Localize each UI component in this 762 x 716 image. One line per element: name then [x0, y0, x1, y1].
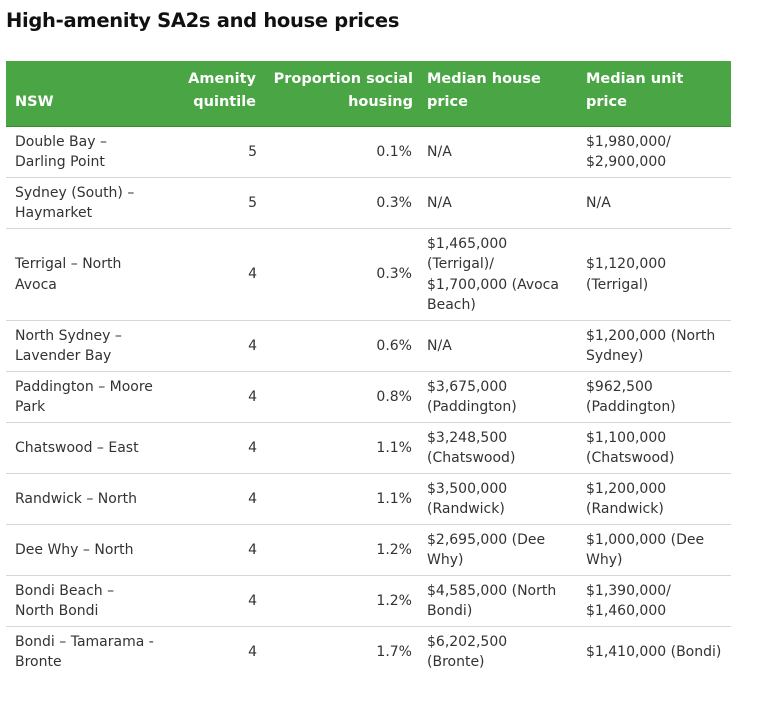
- cell-amenity-quintile: 4: [165, 575, 261, 627]
- cell-social-housing: 1.2%: [261, 575, 418, 627]
- cell-median-unit-price: $962,500 (Paddington): [577, 371, 731, 423]
- cell-median-house-price: N/A: [418, 177, 577, 229]
- cell-social-housing: 0.1%: [261, 126, 418, 178]
- cell-region: Paddington – Moore Park: [6, 371, 165, 423]
- table-container: NSW Amenity quintile Proportion social h…: [6, 61, 731, 677]
- cell-region: Bondi – Tamarama - Bronte: [15, 633, 154, 671]
- cell-median-unit-price: $1,000,000 (Dee Why): [577, 524, 731, 576]
- cell-median-house-price: $6,202,500 (Bronte): [427, 633, 508, 671]
- cell-social-housing: 1.1%: [261, 422, 418, 474]
- cell-median-unit-price: $1,980,000/ $2,900,000: [577, 126, 731, 178]
- cell-amenity-quintile: 4: [165, 371, 261, 423]
- table-row: Bondi Beach – North Bondi 4 1.2% $4,585,000…: [6, 575, 731, 627]
- cell-region: Double Bay – Darling Point: [6, 126, 165, 178]
- header-median-house-price: Median house price: [418, 61, 577, 127]
- header-amenity-quintile: Amenity quintile: [165, 61, 261, 127]
- table-row: Paddington – Moore Park 4 0.8% $3,675,000 (…: [6, 371, 731, 423]
- cell-amenity-quintile: 4: [165, 320, 261, 372]
- cell-amenity-quintile: 4: [165, 422, 261, 474]
- header-row: NSW Amenity quintile Proportion social h…: [6, 61, 731, 127]
- table-header: NSW Amenity quintile Proportion social h…: [6, 61, 731, 127]
- cell-social-housing: 0.8%: [261, 371, 418, 423]
- house-prices-table: NSW Amenity quintile Proportion social h…: [6, 61, 731, 677]
- cell-social-housing: 0.6%: [261, 320, 418, 372]
- cell-median-unit-price: $1,200,000 (North Sydney): [577, 320, 731, 372]
- cell-median-house-price: $3,500,000 (Randwick): [418, 473, 577, 525]
- cell-median-unit-price: $1,410,000 (Bondi): [586, 643, 722, 660]
- cell-amenity-quintile: 5: [165, 177, 261, 229]
- table-row: Bondi – Tamarama - Bronte 4 1.7% $6,202,500…: [6, 626, 731, 677]
- cell-median-house-price: N/A: [418, 320, 577, 372]
- cell-median-unit-price: N/A: [577, 177, 731, 229]
- cell-median-house-price: $2,695,000 (Dee Why): [418, 524, 577, 576]
- cell-amenity-quintile: 4: [165, 473, 261, 525]
- cell-median-unit-price: $1,390,000/ $1,460,000: [577, 575, 731, 627]
- cell-median-unit-price: $1,120,000 (Terrigal): [577, 228, 731, 321]
- cell-region: Bondi Beach – North Bondi: [6, 575, 165, 627]
- table-row: North Sydney – Lavender Bay 4 0.6% N/A $1,20…: [6, 320, 731, 372]
- cell-region: North Sydney – Lavender Bay: [6, 320, 165, 372]
- cell-amenity-quintile: 4: [165, 524, 261, 576]
- cell-median-house-price: $3,248,500 (Chatswood): [418, 422, 577, 474]
- cell-region: Chatswood – East: [6, 422, 165, 474]
- cell-median-unit-price: $1,100,000 (Chatswood): [577, 422, 731, 474]
- cell-median-unit-price: $1,200,000 (Randwick): [577, 473, 731, 525]
- page-title: High-amenity SA2s and house prices: [6, 9, 400, 32]
- header-social-housing: Proportion social housing: [261, 61, 418, 127]
- table-row: Chatswood – East 4 1.1% $3,248,500 (Chatswo…: [6, 422, 731, 474]
- table-row: Double Bay – Darling Point 5 0.1% N/A $1,980…: [6, 126, 731, 178]
- cell-amenity-quintile: 4: [248, 643, 257, 660]
- cell-amenity-quintile: 5: [165, 126, 261, 178]
- header-region: NSW: [6, 61, 165, 127]
- cell-region: Dee Why – North: [6, 524, 165, 576]
- table-row: Sydney (South) – Haymarket 5 0.3% N/A N/A: [6, 177, 731, 229]
- cell-social-housing: 0.3%: [261, 177, 418, 229]
- table-row: Terrigal – North Avoca 4 0.3% $1,465,000 (T…: [6, 228, 731, 321]
- cell-social-housing: 1.1%: [261, 473, 418, 525]
- cell-social-housing: 0.3%: [261, 228, 418, 321]
- cell-social-housing: 1.2%: [261, 524, 418, 576]
- cell-amenity-quintile: 4: [165, 228, 261, 321]
- table-row: Randwick – North 4 1.1% $3,500,000 (Randwic…: [6, 473, 731, 525]
- header-median-unit-price: Median unit price: [577, 61, 731, 127]
- cell-region: Sydney (South) – Haymarket: [6, 177, 165, 229]
- cell-median-house-price: N/A: [418, 126, 577, 178]
- cell-social-housing: 1.7%: [376, 643, 412, 660]
- cell-median-house-price: $4,585,000 (North Bondi): [418, 575, 577, 627]
- cell-median-house-price: $3,675,000 (Paddington): [418, 371, 577, 423]
- table-row: Dee Why – North 4 1.2% $2,695,000 (Dee Why)…: [6, 524, 731, 576]
- cell-median-house-price: $1,465,000 (Terrigal)/ $1,700,000 (Avoca…: [418, 228, 577, 321]
- cell-region: Terrigal – North Avoca: [6, 228, 165, 321]
- cell-region: Randwick – North: [6, 473, 165, 525]
- table-body: Double Bay – Darling Point 5 0.1% N/A $1,980…: [6, 126, 731, 677]
